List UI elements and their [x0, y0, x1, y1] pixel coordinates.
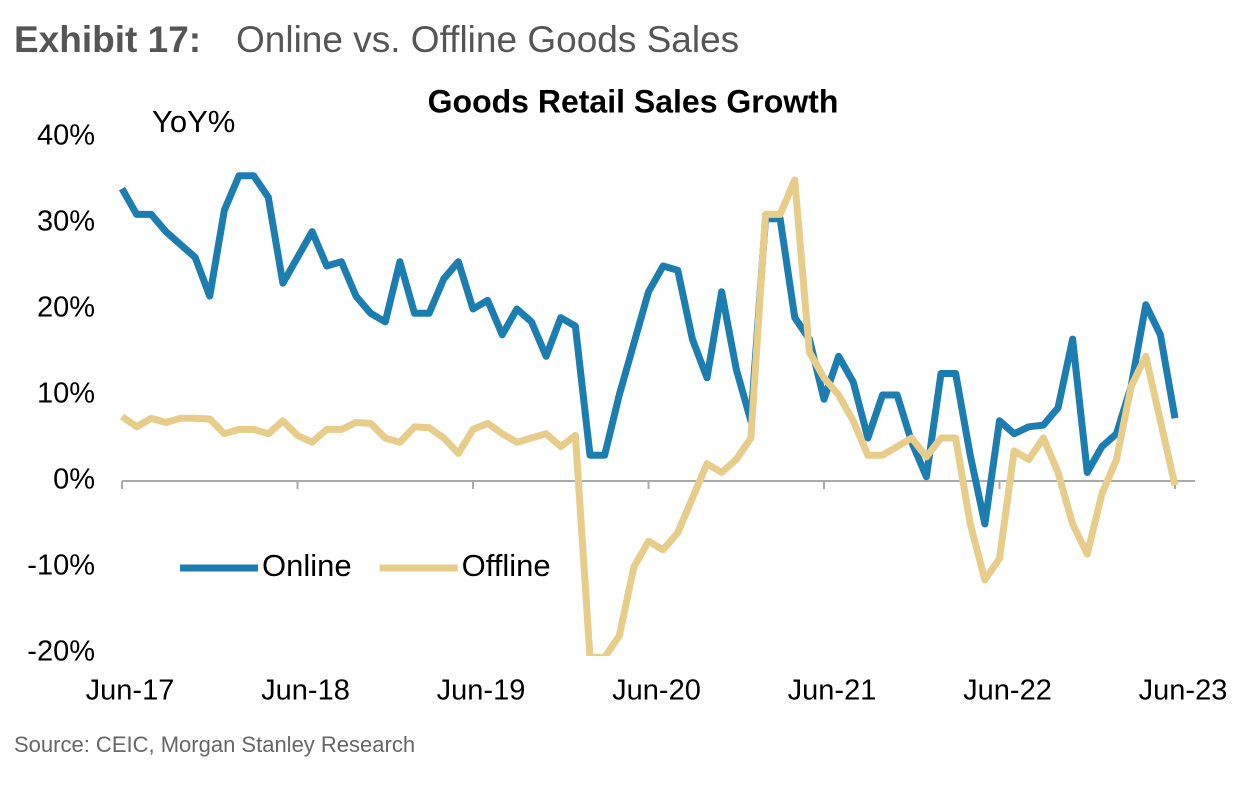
- x-tick-label: Jun-19: [437, 675, 526, 707]
- y-tick-label: 40%: [37, 120, 95, 152]
- x-tick-label: Jun-21: [788, 675, 877, 707]
- y-tick-label: 10%: [37, 378, 95, 410]
- legend-label: Online: [262, 548, 352, 583]
- data-line: [119, 176, 1179, 656]
- x-tick-label: Jun-22: [963, 675, 1052, 707]
- plot-area: [118, 172, 1179, 656]
- y-axis-label: YoY%: [152, 104, 235, 139]
- y-tick-label: 20%: [37, 292, 95, 324]
- chart-title: Goods Retail Sales Growth: [428, 83, 839, 119]
- source-note: Source: CEIC, Morgan Stanley Research: [14, 732, 415, 757]
- x-tick-label: Jun-18: [261, 675, 350, 707]
- y-tick-label: -10%: [27, 550, 95, 582]
- data-line: [118, 172, 1179, 528]
- page-title: Online vs. Offline Goods Sales: [236, 19, 739, 60]
- y-tick-label: 30%: [37, 206, 95, 238]
- y-tick-label: -20%: [27, 636, 95, 668]
- x-tick-label: Jun-20: [612, 675, 701, 707]
- x-tick-label: Jun-23: [1139, 675, 1228, 707]
- x-tick-label: Jun-17: [86, 675, 175, 707]
- y-tick-label: 0%: [53, 464, 95, 496]
- legend-label: Offline: [462, 548, 551, 583]
- exhibit-label: Exhibit 17:: [14, 19, 201, 60]
